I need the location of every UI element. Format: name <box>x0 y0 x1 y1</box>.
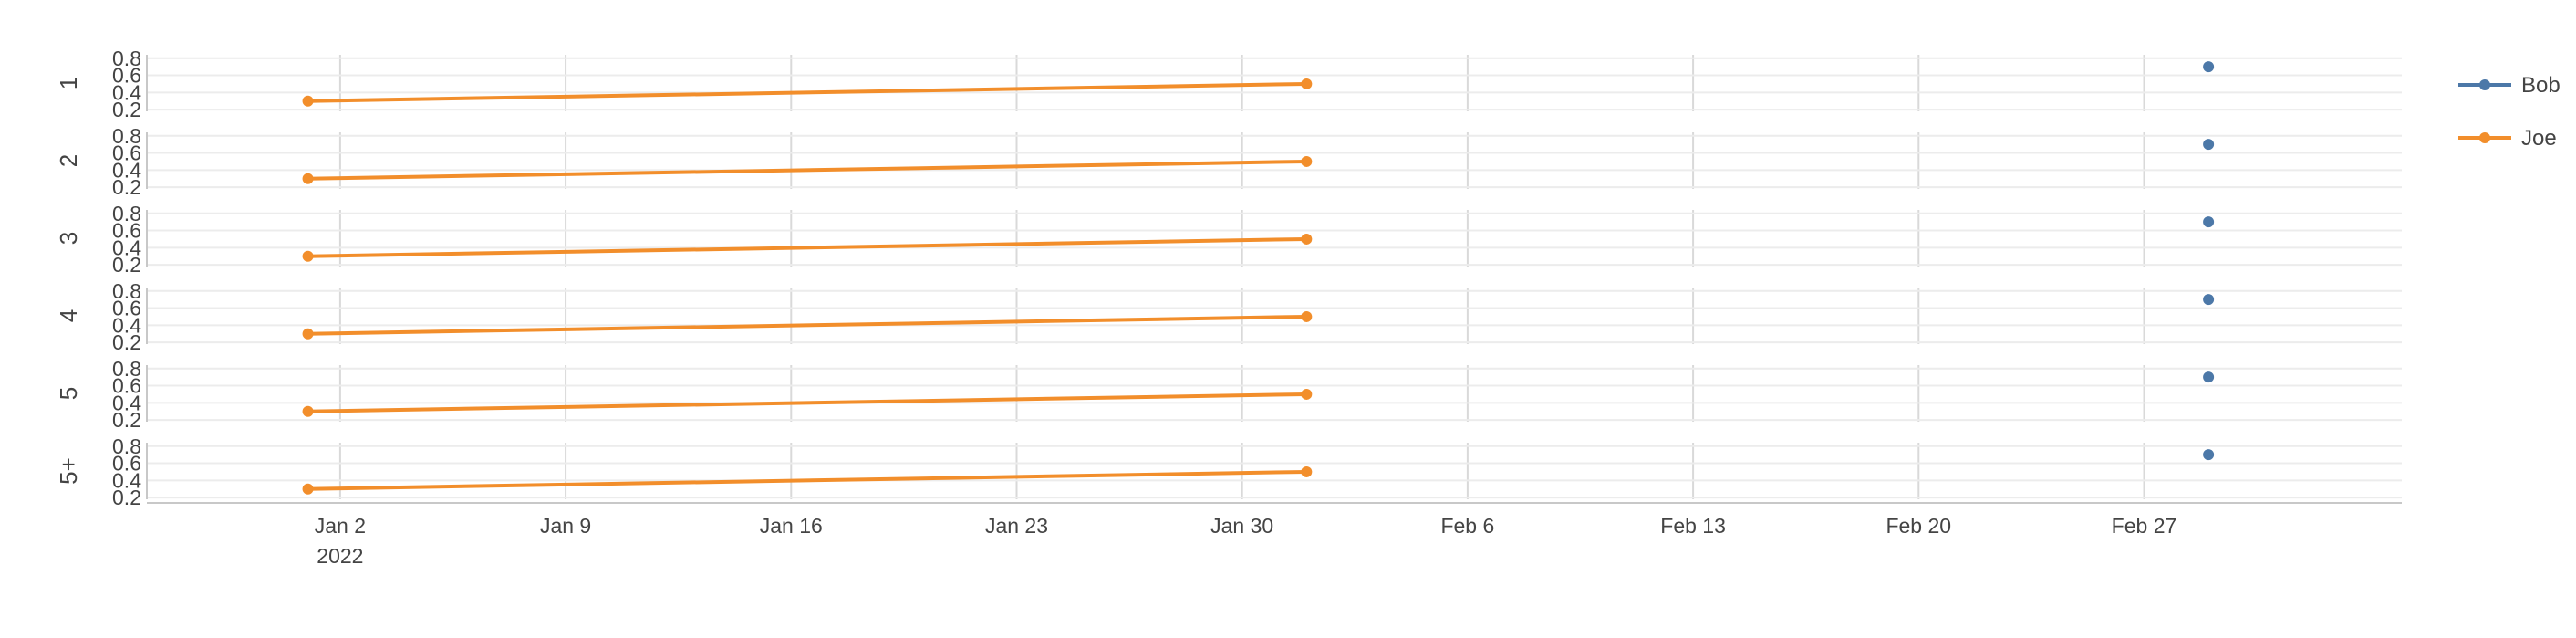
y-tick-label: 0.8 <box>112 434 141 458</box>
series-layer <box>302 61 2215 495</box>
x-tick-label: Feb 13 <box>1660 514 1726 538</box>
row-label: 1 <box>55 77 82 89</box>
data-point-bob <box>2203 371 2215 383</box>
data-point-bob <box>2203 294 2215 306</box>
data-point-joe <box>302 173 314 184</box>
y-tick-label: 0.2 <box>112 175 141 199</box>
y-tick-label: 0.4 <box>112 158 141 182</box>
axis-layer: 0.20.40.60.810.20.40.60.820.20.40.60.830… <box>55 47 2402 568</box>
x-tick-label: Jan 16 <box>760 514 823 538</box>
y-tick-label: 0.2 <box>112 98 141 121</box>
y-tick-label: 0.2 <box>112 253 141 277</box>
x-year-label: 2022 <box>317 544 363 568</box>
data-point-joe <box>302 328 314 340</box>
x-tick-label: Jan 9 <box>540 514 591 538</box>
legend-swatch-marker <box>2479 132 2490 143</box>
data-point-joe <box>1301 155 1313 167</box>
row-label: 5+ <box>55 457 82 485</box>
grid-layer <box>147 55 2402 499</box>
row-label: 2 <box>55 154 82 167</box>
series-line-joe <box>307 159 1307 181</box>
y-tick-label: 0.6 <box>112 64 141 88</box>
x-tick-label: Feb 6 <box>1440 514 1494 538</box>
row-label: 4 <box>55 309 82 322</box>
data-point-joe <box>1301 310 1313 322</box>
y-tick-label: 0.4 <box>112 468 141 492</box>
series-line-joe <box>307 469 1307 491</box>
data-point-joe <box>302 250 314 262</box>
y-tick-label: 0.4 <box>112 235 141 259</box>
x-tick-label: Jan 2 <box>315 514 366 538</box>
y-tick-label: 0.2 <box>112 330 141 354</box>
y-tick-label: 0.4 <box>112 80 141 104</box>
data-point-joe <box>1301 233 1313 245</box>
y-tick-label: 0.8 <box>112 357 141 381</box>
data-point-joe <box>302 483 314 495</box>
data-point-joe <box>1301 388 1313 400</box>
y-tick-label: 0.8 <box>112 202 141 225</box>
legend[interactable]: Bob Joe <box>2458 73 2560 151</box>
series-line-joe <box>307 392 1307 413</box>
legend-swatch-marker <box>2479 79 2490 90</box>
x-tick-label: Jan 23 <box>985 514 1048 538</box>
y-tick-label: 0.6 <box>112 374 141 398</box>
legend-label: Bob <box>2521 73 2560 98</box>
row-label: 3 <box>55 232 82 245</box>
x-tick-label: Jan 30 <box>1210 514 1273 538</box>
data-point-joe <box>302 405 314 417</box>
y-tick-label: 0.6 <box>112 452 141 476</box>
y-tick-label: 0.8 <box>112 279 141 303</box>
row-label: 5 <box>55 387 82 400</box>
series-line-joe <box>307 236 1307 258</box>
y-tick-label: 0.6 <box>112 141 141 165</box>
data-point-joe <box>302 95 314 107</box>
data-point-bob <box>2203 216 2215 228</box>
legend-label: Joe <box>2521 126 2557 151</box>
data-point-joe <box>1301 78 1313 89</box>
y-tick-label: 0.6 <box>112 219 141 243</box>
y-tick-label: 0.4 <box>112 391 141 414</box>
y-tick-label: 0.8 <box>112 124 141 148</box>
y-tick-label: 0.8 <box>112 47 141 70</box>
data-point-joe <box>1301 465 1313 477</box>
y-tick-label: 0.2 <box>112 486 141 509</box>
legend-item-joe[interactable]: Joe <box>2458 126 2557 151</box>
x-tick-label: Feb 27 <box>2112 514 2177 538</box>
series-line-joe <box>307 314 1307 336</box>
legend-item-bob[interactable]: Bob <box>2458 73 2560 98</box>
series-line-joe <box>307 81 1307 103</box>
data-point-bob <box>2203 449 2215 461</box>
data-point-bob <box>2203 139 2215 151</box>
x-tick-label: Feb 20 <box>1885 514 1951 538</box>
y-tick-label: 0.2 <box>112 408 141 432</box>
y-tick-label: 0.6 <box>112 297 141 320</box>
data-point-bob <box>2203 61 2215 73</box>
y-tick-label: 0.4 <box>112 313 141 337</box>
